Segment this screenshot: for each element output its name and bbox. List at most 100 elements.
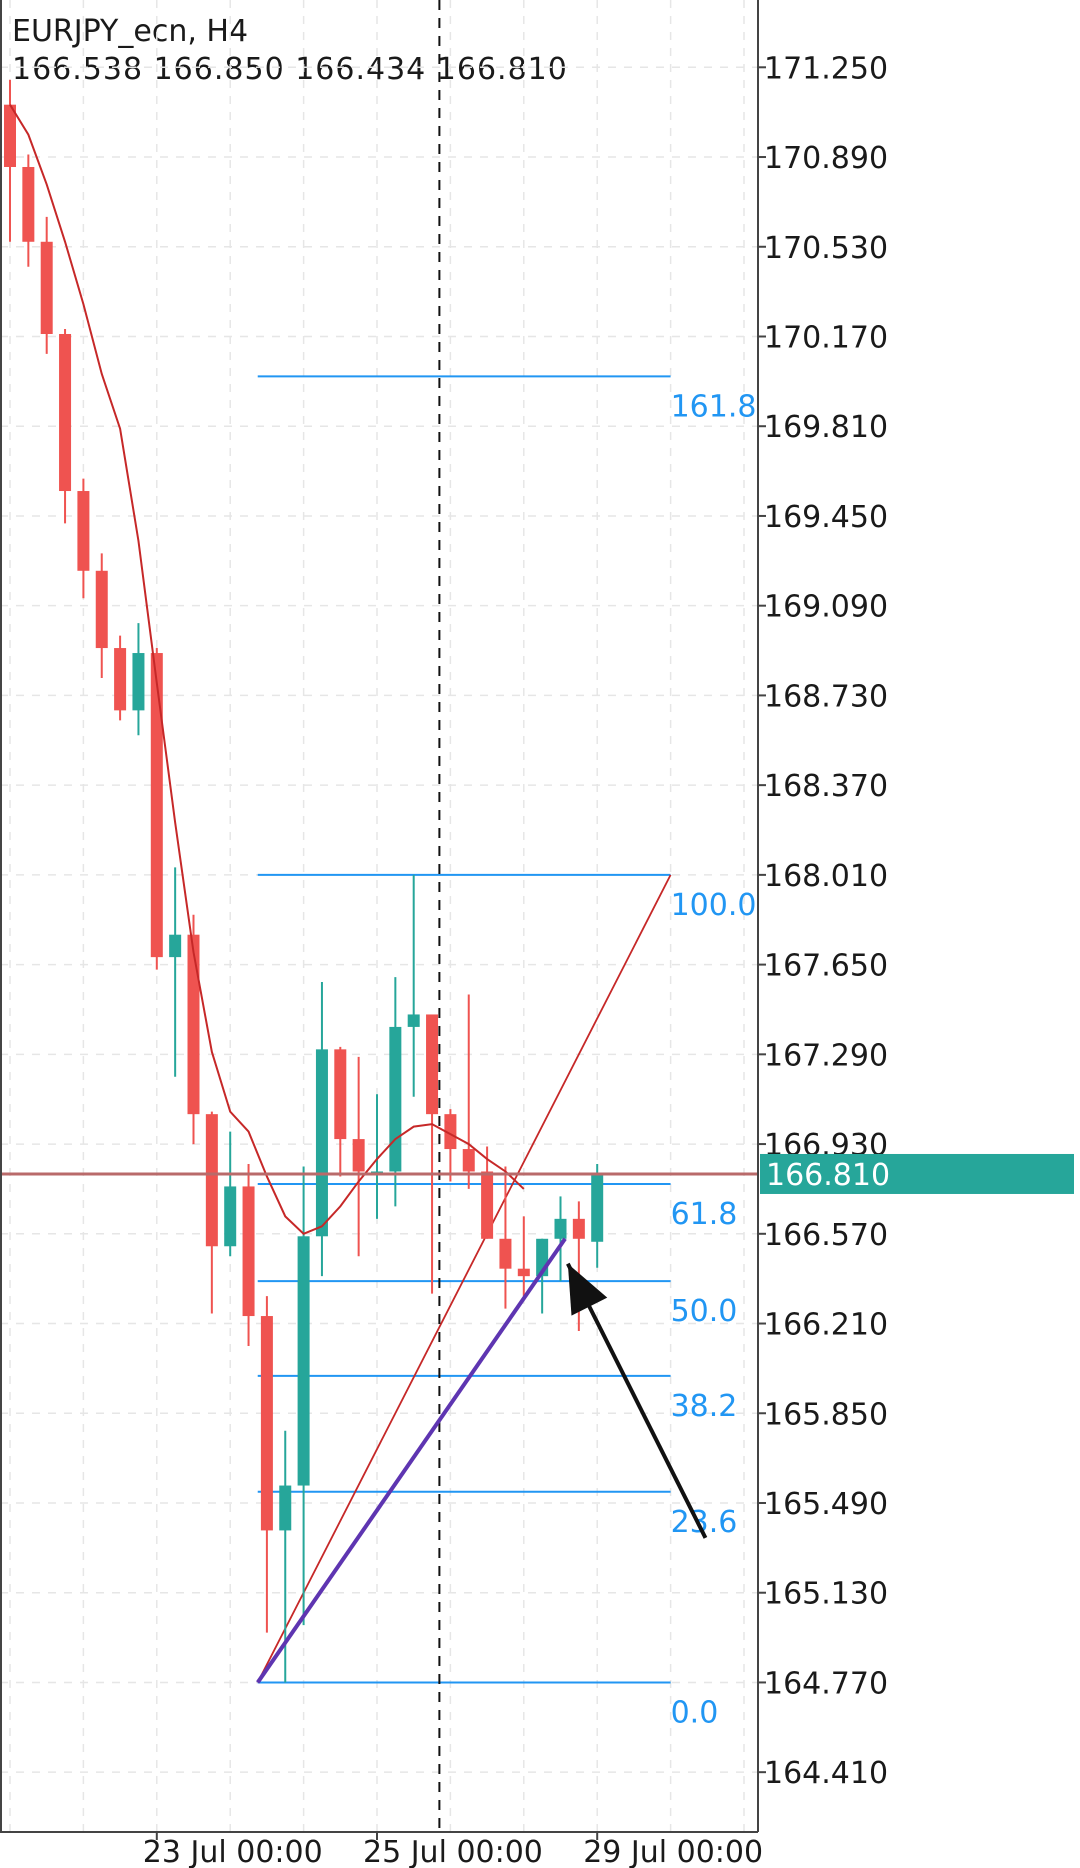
current-price-tag-label: 166.810 <box>766 1158 890 1193</box>
fib-level-label: 100.0 <box>671 888 757 923</box>
price-axis-panel <box>758 0 1080 1868</box>
candle-body <box>260 1316 273 1531</box>
bearish-candle <box>334 1046 347 1177</box>
bearish-candle <box>95 553 108 678</box>
y-tick-label: 168.730 <box>764 679 888 714</box>
candle-body <box>444 1114 457 1150</box>
bullish-candle <box>297 1166 310 1626</box>
bearish-candle <box>426 1014 439 1294</box>
candle-body <box>114 648 127 711</box>
bearish-candle <box>77 478 90 599</box>
candle-body <box>59 333 72 492</box>
candle-body <box>462 1149 475 1172</box>
candle-body <box>187 934 200 1115</box>
symbol-timeframe-label: EURJPY_ecn, H4 <box>12 14 249 49</box>
candle-body <box>297 1236 310 1486</box>
candle-body <box>352 1139 365 1172</box>
bullish-candle <box>371 1094 383 1219</box>
bearish-candle <box>260 1296 273 1633</box>
candle-body <box>169 934 182 958</box>
candle-body <box>407 1014 420 1027</box>
y-tick-label: 166.570 <box>764 1218 888 1253</box>
bearish-candle <box>114 635 127 721</box>
y-tick-label: 170.170 <box>764 320 888 355</box>
ohlc-readout: 166.538 166.850 166.434 166.810 <box>12 52 568 87</box>
y-tick-label: 164.770 <box>764 1666 888 1701</box>
bullish-candle <box>407 874 420 1097</box>
candle-body <box>554 1218 567 1239</box>
bearish-candle <box>352 1056 365 1257</box>
bearish-candle <box>205 1111 218 1314</box>
fib-diagonal-line <box>256 874 672 1683</box>
bearish-candle <box>40 216 53 354</box>
y-tick-label: 165.490 <box>764 1487 888 1522</box>
candle-body <box>334 1049 347 1140</box>
bearish-candle <box>499 1166 512 1309</box>
candle-body <box>499 1238 512 1269</box>
bearish-candle <box>481 1146 494 1239</box>
bearish-candle <box>462 994 475 1189</box>
y-tick-label: 168.370 <box>764 769 888 804</box>
bearish-candle <box>242 1164 255 1346</box>
fib-level-label: 50.0 <box>671 1294 738 1329</box>
bearish-candle <box>59 329 72 524</box>
y-tick-label: 169.810 <box>764 410 888 445</box>
y-tick-label: 169.090 <box>764 590 888 625</box>
y-tick-label: 170.890 <box>764 141 888 176</box>
bearish-candle <box>444 1109 457 1182</box>
candle-body <box>77 491 90 571</box>
fib-level-label: 38.2 <box>671 1389 738 1424</box>
y-tick-label: 169.450 <box>764 500 888 535</box>
candle-body <box>572 1218 585 1239</box>
candle-body <box>389 1026 402 1172</box>
candle-body <box>517 1268 530 1277</box>
bullish-candle <box>554 1196 567 1282</box>
x-tick-label: 29 Jul 00:00 <box>583 1835 763 1868</box>
candle-body <box>132 653 145 711</box>
bearish-candle <box>22 154 35 267</box>
y-tick-label: 164.410 <box>764 1756 888 1791</box>
x-tick-label: 25 Jul 00:00 <box>363 1835 543 1868</box>
candle-body <box>205 1114 218 1247</box>
y-tick-label: 168.010 <box>764 859 888 894</box>
annotation-arrow-shaft <box>566 1262 708 1539</box>
bearish-candle <box>517 1216 530 1297</box>
candle-body <box>40 241 53 334</box>
candle-body <box>279 1485 292 1531</box>
bullish-candle <box>169 867 182 1077</box>
candle-body <box>591 1173 604 1242</box>
bullish-candle <box>132 623 145 736</box>
y-tick-label: 167.650 <box>764 949 888 984</box>
bullish-candle <box>591 1164 604 1268</box>
trendline <box>256 1237 567 1684</box>
candle-body <box>224 1186 237 1247</box>
annotation-arrow-head <box>567 1263 608 1316</box>
y-tick-label: 170.530 <box>764 231 888 266</box>
moving-average-line <box>9 104 525 1235</box>
fib-level-label: 61.8 <box>671 1197 738 1232</box>
candle-body <box>22 166 35 242</box>
candle-body <box>481 1171 494 1239</box>
y-tick-label: 165.130 <box>764 1577 888 1612</box>
bearish-candle <box>150 648 163 970</box>
fib-level-label: 0.0 <box>671 1695 719 1730</box>
candle-body <box>242 1186 255 1317</box>
bullish-candle <box>315 982 328 1277</box>
current-price-tag <box>760 1153 1074 1194</box>
candle-body <box>426 1014 439 1115</box>
time-axis-panel <box>0 1832 1080 1868</box>
candle-body <box>150 653 163 958</box>
y-tick-label: 166.210 <box>764 1308 888 1343</box>
candle-body <box>4 104 16 167</box>
candle-body <box>95 570 108 649</box>
y-tick-label: 165.850 <box>764 1397 888 1432</box>
bullish-candle <box>224 1131 237 1257</box>
fib-level-label: 161.8 <box>671 389 757 424</box>
candle-body <box>315 1049 328 1237</box>
y-tick-label: 167.290 <box>764 1038 888 1073</box>
y-tick-label: 171.250 <box>764 51 888 86</box>
bullish-candle <box>389 977 402 1207</box>
bearish-candle <box>4 79 16 242</box>
